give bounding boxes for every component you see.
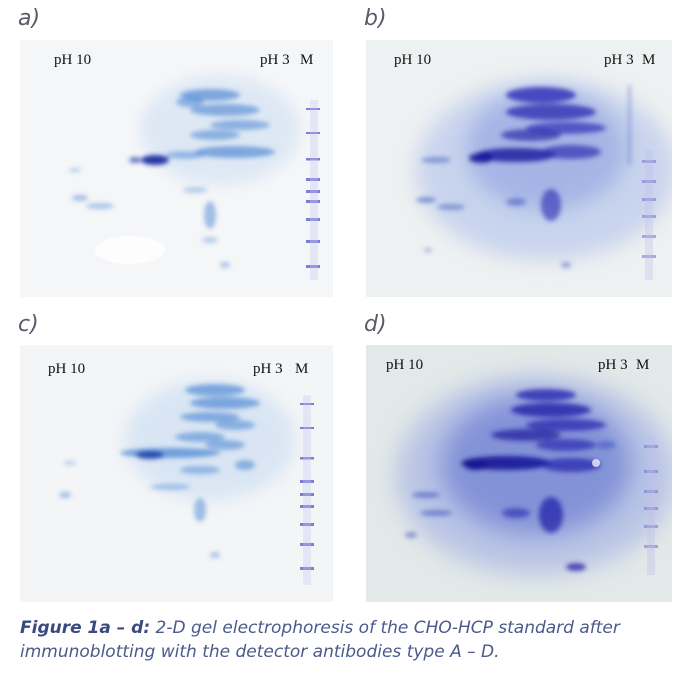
figure-caption: Figure 1a – d: 2-D gel electrophoresis o… xyxy=(20,616,670,664)
marker-label-c: M xyxy=(295,361,309,377)
blot-panel-a: pH 10 pH 3 M xyxy=(20,40,333,297)
blot-image-a xyxy=(20,40,333,297)
panel-label-b: b) xyxy=(364,6,387,31)
panel-label-a: a) xyxy=(18,6,41,31)
ph-right-label-b: pH 3 xyxy=(604,52,634,68)
panel-label-c: c) xyxy=(18,312,39,337)
marker-label-b: M xyxy=(642,52,656,68)
ph-left-label-d: pH 10 xyxy=(386,357,424,373)
caption-figure-number: Figure 1a – d: xyxy=(20,618,151,638)
panel-label-d: d) xyxy=(364,312,387,337)
marker-label-d: M xyxy=(636,357,650,373)
ph-left-label-b: pH 10 xyxy=(394,52,432,68)
marker-label-a: M xyxy=(300,52,314,68)
ph-right-label-c: pH 3 xyxy=(253,361,283,377)
blot-panel-d: pH 10 pH 3 M xyxy=(366,345,672,602)
ph-left-label-c: pH 10 xyxy=(48,361,86,377)
blot-image-c xyxy=(20,345,333,602)
ph-right-label-a: pH 3 xyxy=(260,52,290,68)
blot-image-d xyxy=(366,345,672,602)
blot-image-b xyxy=(366,40,672,297)
ph-left-label-a: pH 10 xyxy=(54,52,92,68)
ph-right-label-d: pH 3 xyxy=(598,357,628,373)
caption-text: 2-D gel electrophoresis of the CHO-HCP s… xyxy=(20,618,620,662)
blot-panel-c: pH 10 pH 3 M xyxy=(20,345,333,602)
blot-panel-b: pH 10 pH 3 M xyxy=(366,40,672,297)
